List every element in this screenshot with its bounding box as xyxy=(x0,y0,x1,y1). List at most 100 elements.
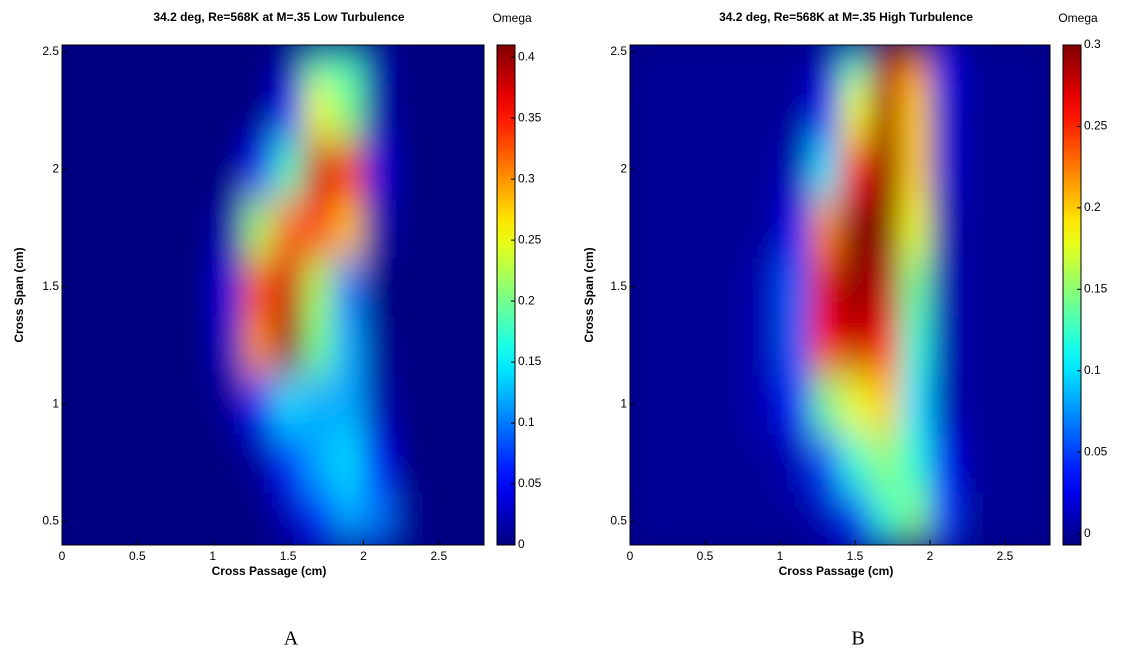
colorbar-tick-label: 0.2 xyxy=(1084,200,1101,214)
heatmap-cells xyxy=(630,45,1050,545)
heatmap-cell xyxy=(363,374,395,434)
heatmap-cell xyxy=(960,140,991,200)
heatmap-cell xyxy=(660,198,691,258)
heatmap-cell xyxy=(303,492,334,545)
heatmap-cell xyxy=(242,492,274,545)
heatmap-cell xyxy=(423,81,455,141)
y-tick-label: 2.5 xyxy=(42,44,59,58)
heatmap-cell xyxy=(840,257,871,317)
heatmap-cell xyxy=(960,45,991,82)
heatmap-cell xyxy=(660,81,691,141)
heatmap-cell xyxy=(870,316,901,376)
heatmap-cell xyxy=(690,374,721,434)
heatmap-cell xyxy=(720,198,751,258)
heatmap-cell xyxy=(990,374,1021,434)
caption: A xyxy=(284,628,299,650)
heatmap-cell xyxy=(303,316,334,376)
heatmap-cell xyxy=(333,316,364,376)
heatmap-cell xyxy=(92,374,123,434)
colorbar-tick-label: 0.3 xyxy=(518,171,535,185)
heatmap-cell xyxy=(453,140,484,200)
heatmap-cell xyxy=(660,374,691,434)
heatmap-cell xyxy=(152,198,184,258)
heatmap-cell xyxy=(62,316,93,376)
heatmap-cell xyxy=(423,45,455,82)
heatmap-cell xyxy=(273,45,304,82)
heatmap-cell xyxy=(960,316,991,376)
heatmap-cell xyxy=(930,433,961,493)
heatmap-cell xyxy=(152,81,184,141)
heatmap-cell xyxy=(182,140,214,200)
heatmap-cell xyxy=(242,316,274,376)
heatmap-cell xyxy=(690,81,721,141)
chart-title: 34.2 deg, Re=568K at M=.35 High Turbulen… xyxy=(719,10,973,24)
heatmap-cell xyxy=(780,198,811,258)
colorbar-tick-label: 0.1 xyxy=(1084,363,1101,377)
heatmap-cell xyxy=(960,492,991,545)
heatmap-cell xyxy=(453,316,484,376)
heatmap-cell xyxy=(62,257,93,317)
heatmap-cell xyxy=(303,433,334,493)
heatmap-cell xyxy=(182,316,214,376)
heatmap-cell xyxy=(870,492,901,545)
heatmap-cell xyxy=(363,433,395,493)
heatmap-cell xyxy=(900,257,931,317)
heatmap-cell xyxy=(960,374,991,434)
heatmap-cell xyxy=(182,257,214,317)
heatmap-cell xyxy=(152,433,184,493)
y-tick-label: 1.5 xyxy=(610,279,627,293)
heatmap-cell xyxy=(303,45,334,82)
heatmap-cell xyxy=(1020,198,1050,258)
heatmap-cell xyxy=(92,316,123,376)
heatmap-cell xyxy=(810,140,841,200)
heatmap-cell xyxy=(930,140,961,200)
heatmap-cell xyxy=(333,257,364,317)
heatmap-cell xyxy=(92,140,123,200)
heatmap-cell xyxy=(660,140,691,200)
heatmap-cell xyxy=(720,81,751,141)
heatmap-cell xyxy=(900,81,931,141)
heatmap-cell xyxy=(630,316,661,376)
heatmap-cell xyxy=(453,198,484,258)
colorbar xyxy=(1062,44,1082,546)
chart-title: 34.2 deg, Re=568K at M=.35 Low Turbulenc… xyxy=(153,10,405,24)
heatmap-cell xyxy=(393,492,425,545)
colorbar-tick-label: 0.15 xyxy=(1084,281,1108,295)
x-tick-label: 2.5 xyxy=(997,549,1014,563)
heatmap-cell xyxy=(900,45,931,82)
heatmap-cell xyxy=(363,81,395,141)
heatmap-cell xyxy=(750,492,781,545)
y-tick-label: 2.5 xyxy=(610,44,627,58)
heatmap-cell xyxy=(393,45,425,82)
colorbar xyxy=(496,44,516,546)
y-tick-label: 1.5 xyxy=(42,279,59,293)
heatmap-cell xyxy=(423,198,455,258)
heatmap-cell xyxy=(122,316,153,376)
colorbar-tick-label: 0.35 xyxy=(518,110,542,124)
heatmap-cell xyxy=(750,45,781,82)
heatmap-cell xyxy=(630,374,661,434)
heatmap-area xyxy=(62,45,484,545)
colorbar-label: Omega xyxy=(1058,11,1098,25)
heatmap-cell xyxy=(870,433,901,493)
heatmap-cell xyxy=(990,45,1021,82)
colorbar-tick-label: 0.15 xyxy=(518,354,542,368)
heatmap-cell xyxy=(212,492,244,545)
heatmap-cell xyxy=(690,45,721,82)
heatmap-cell xyxy=(840,492,871,545)
heatmap-cell xyxy=(242,374,274,434)
heatmap-cell xyxy=(960,81,991,141)
y-tick-label: 0.5 xyxy=(42,514,59,528)
heatmap-cell xyxy=(780,257,811,317)
heatmap-cell xyxy=(1020,374,1050,434)
x-tick-label: 0.5 xyxy=(129,549,146,563)
colorbar-tick-label: 0.05 xyxy=(1084,444,1108,458)
heatmap-cell xyxy=(212,140,244,200)
heatmap-cell xyxy=(62,81,93,141)
heatmap-cell xyxy=(990,198,1021,258)
colorbar-tick-label: 0.25 xyxy=(1084,119,1108,133)
heatmap-cell xyxy=(720,374,751,434)
heatmap-cell xyxy=(810,45,841,82)
heatmap-cell xyxy=(840,433,871,493)
heatmap-cell xyxy=(630,257,661,317)
